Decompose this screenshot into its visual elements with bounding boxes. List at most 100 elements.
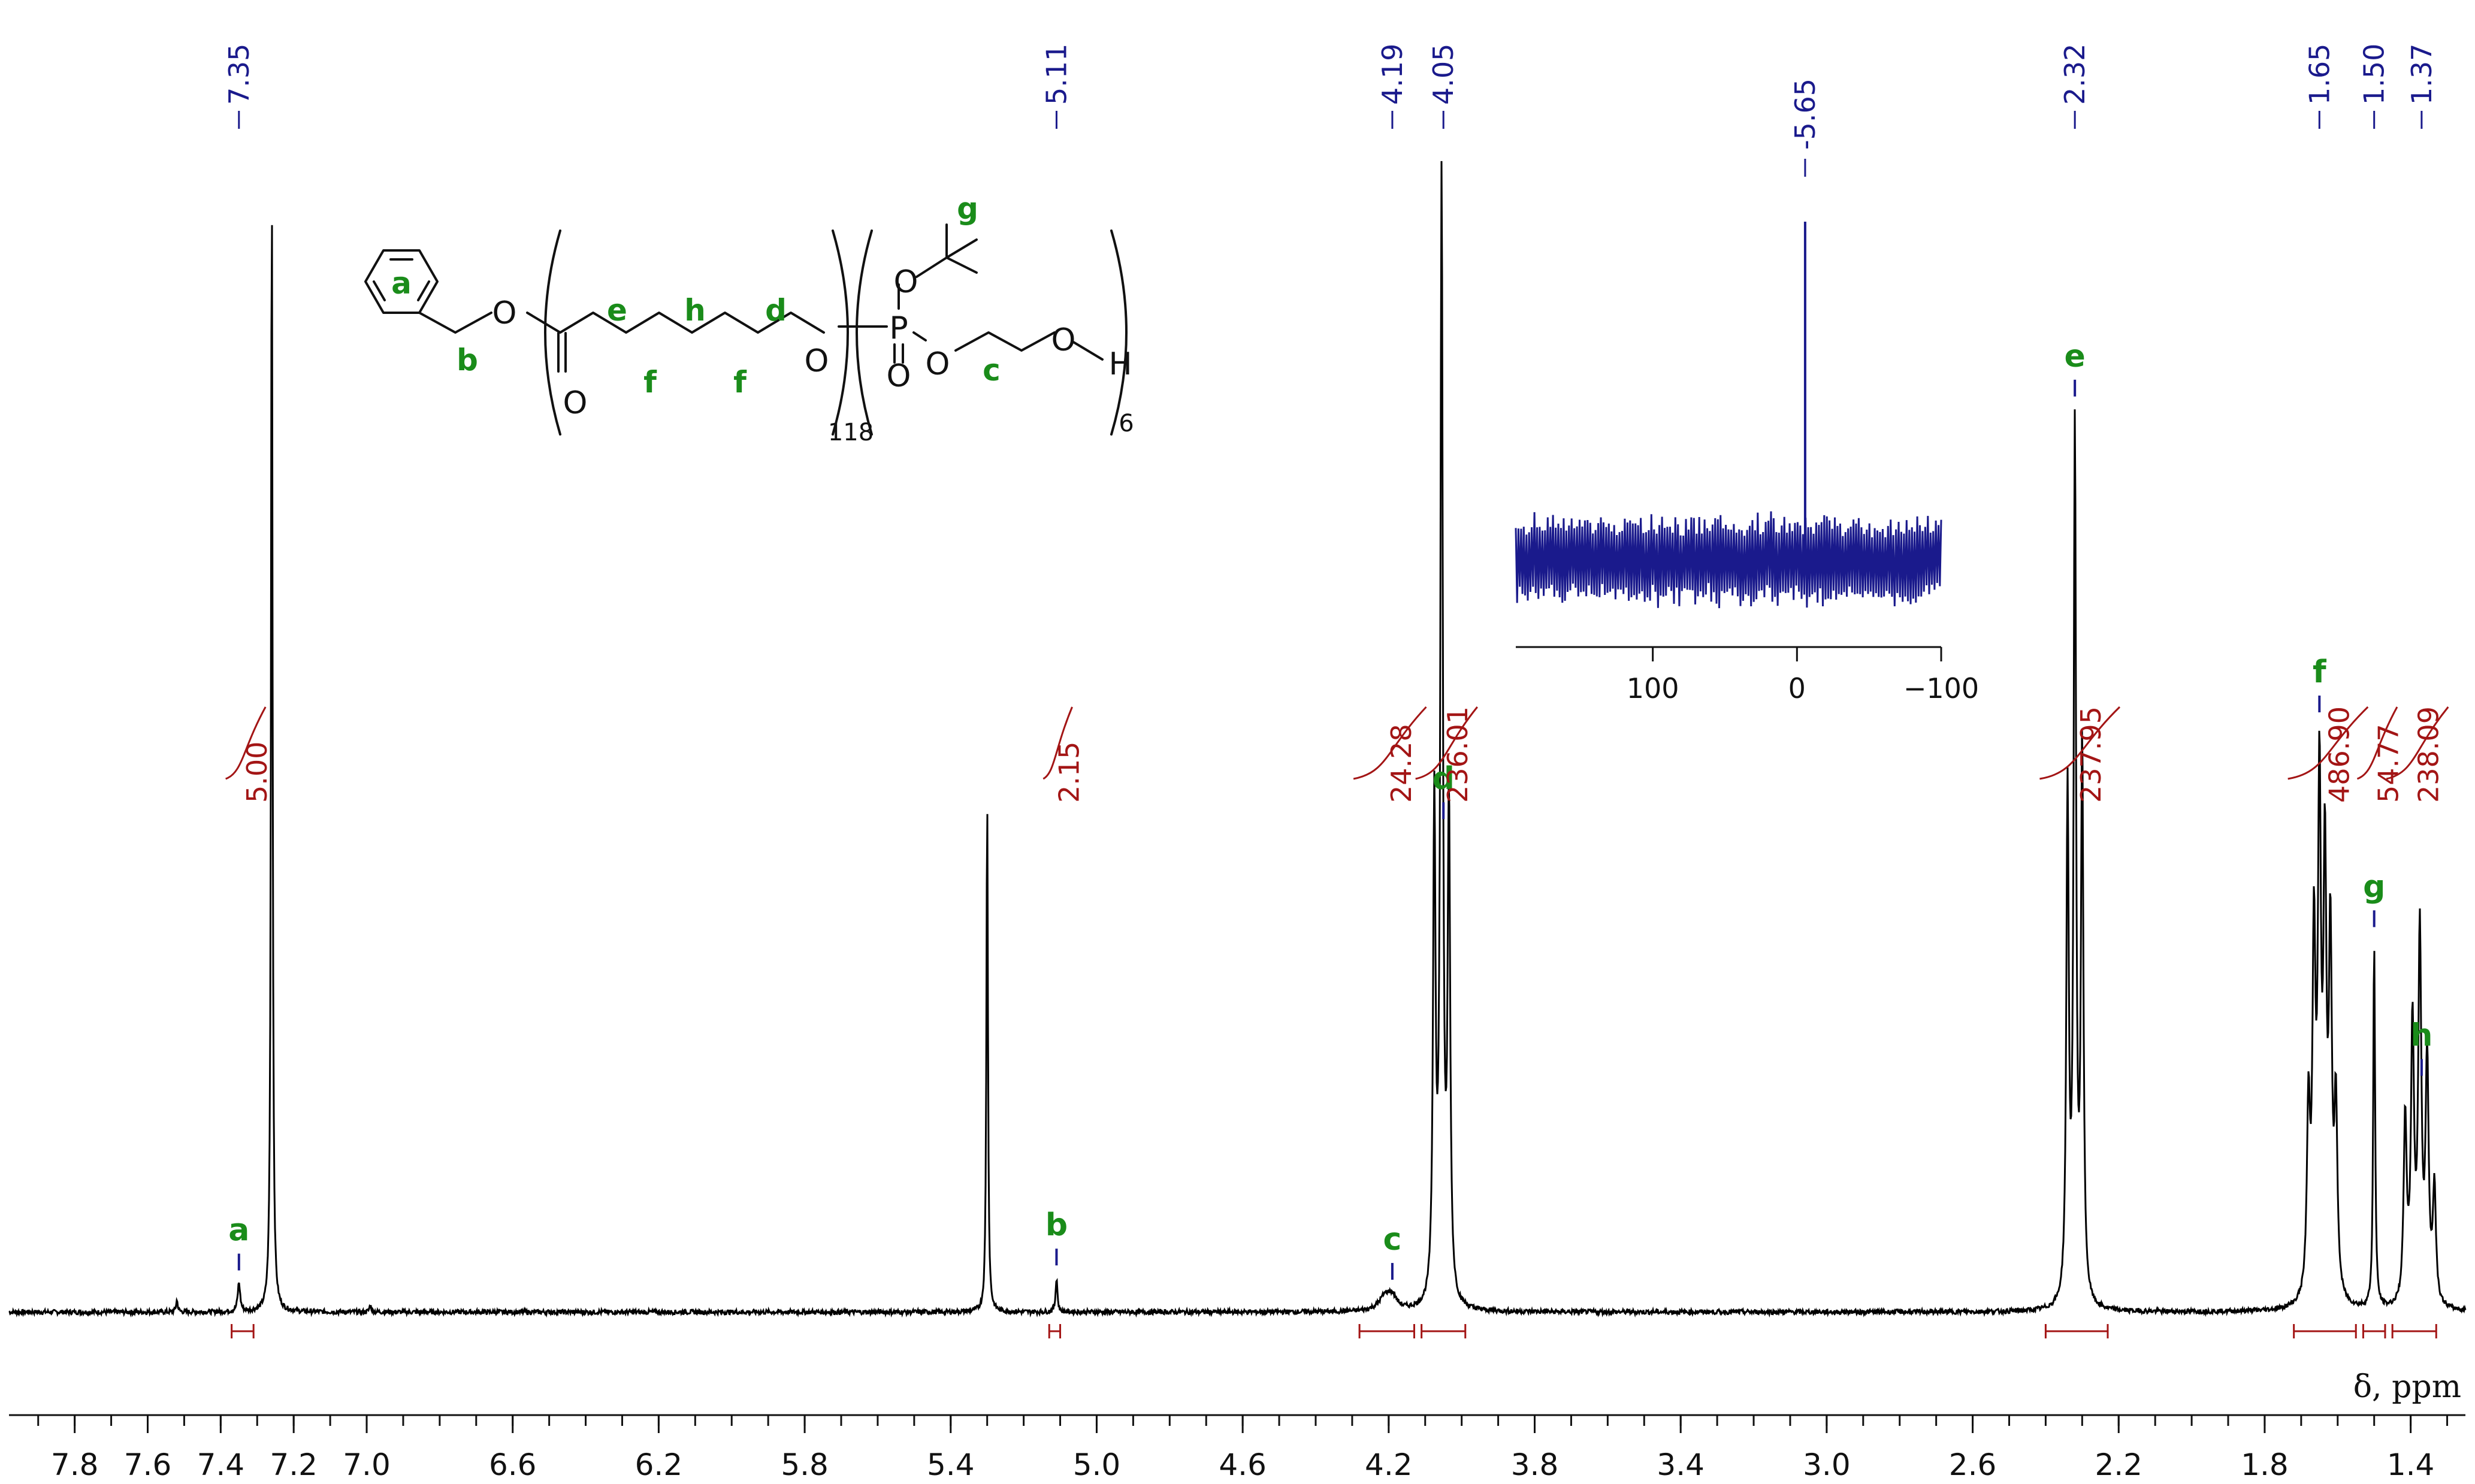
integral-curve [225,706,267,780]
x-axis-ticks: 7.8 7.6 7.4 7.2 7.0 6.6 6.2 5.8 5.4 5.0 4.6 4.2 3.8 3… [51,1415,2434,1482]
structure-atom: O [492,295,517,331]
structure-position-label: e [607,293,627,328]
peak-label: 1.65 [2303,44,2335,105]
structure-atom: O [563,385,588,421]
structure-position-label: f [733,365,747,400]
peak-label: 1.37 [2406,44,2438,105]
inset-noise-trace [1515,511,1942,609]
inset-x-axis-ticks: 100 0 −100 [1627,647,1979,705]
peak-label: 4.05 [1427,44,1459,105]
x-tick-label: 7.4 [197,1447,245,1482]
assignment-label: a [228,1212,249,1248]
integral-bracket [1421,1324,1467,1338]
inset-spectrum: 100 0 −100 -5.65 [1515,78,1979,705]
integral-curve [2356,706,2398,780]
assignment-label: c [1383,1222,1402,1258]
structure-position-label: g [957,191,978,226]
structure-repeat-subscript: 6 [1119,410,1134,437]
integral-value: 238.09 [2413,706,2445,803]
peak-label: 4.19 [1376,44,1409,105]
inset-peak-label: -5.65 [1789,78,1821,177]
chemical-structure [364,223,1128,436]
benzene-inner-bond-2 [417,280,430,301]
x-tick-label: 7.0 [343,1447,391,1482]
integral-bracket [231,1324,255,1338]
structure-atom: O [894,264,918,300]
peak-label: 7.35 [223,44,255,105]
structure-position-label: d [765,293,787,328]
inset-x-tick-label: 0 [1788,672,1806,705]
structure-position-label: f [643,365,657,400]
inset-x-tick-label: 100 [1627,672,1679,705]
x-tick-label: 3.4 [1657,1447,1705,1482]
structure-atom: H [1108,346,1132,382]
spectrum-trace [8,161,2467,1318]
integral-value: 486.90 [2323,706,2355,803]
x-tick-label: 1.4 [2387,1447,2435,1482]
x-tick-label: 5.4 [927,1447,975,1482]
x-tick-label: 5.8 [781,1447,829,1482]
peak-label: 5.11 [1040,44,1072,105]
structure-atom: O [887,358,911,394]
integral-curve [1042,706,1073,780]
peak-label: 1.50 [2358,44,2391,105]
x-tick-label: 2.2 [2095,1447,2142,1482]
inset-peak-value: -5.65 [1789,78,1821,150]
integral-value: 54.77 [2373,724,2405,803]
integral-curve [2287,706,2369,780]
assignment-label: e [2065,338,2086,374]
inset-x-tick-label: −100 [1903,672,1979,705]
integral-curve [1415,706,1478,780]
backbone-caprolactone [526,312,825,334]
x-tick-label: 3.8 [1511,1447,1559,1482]
structure-atom: O [926,346,950,382]
repeat-bracket-left-1 [544,229,561,436]
integral-value: 236.01 [1442,706,1474,803]
structure-position-label: h [684,293,706,328]
assignment-label: b [1045,1207,1068,1243]
structure-atom: O [1051,322,1076,358]
peak-label: 2.32 [2059,44,2091,105]
x-tick-label: 7.8 [51,1447,99,1482]
tbu-group [915,223,978,278]
structure-atom: O [805,343,829,379]
structure-repeat-subscript: 118 [828,419,874,446]
x-tick-label: 6.6 [489,1447,537,1482]
ethylene-chain [954,331,1056,352]
assignment-label: h [2410,1018,2432,1054]
integral-bracket [1358,1324,1415,1338]
integral-value: 2.15 [1053,742,1085,803]
structure-atom: P [889,310,908,346]
structure-position-label: b [457,343,478,377]
peak-labels: 7.35 5.11 4.19 4.05 2.32 1.65 1.50 1.37 [223,44,2438,129]
integral-bracket [1048,1324,1062,1338]
integral-value: 24.28 [1385,724,1418,803]
repeat-bracket-right-2 [1110,229,1128,436]
integral-curve [2039,706,2121,780]
integral-curve [2386,706,2449,780]
integral-bracket [2293,1324,2357,1338]
x-tick-label: 5.0 [1073,1447,1121,1482]
repeat-bracket-right-1 [832,229,849,436]
x-axis-title: δ, ppm [2353,1369,2461,1405]
x-tick-label: 4.6 [1219,1447,1267,1482]
benzene-inner-bond-3 [373,280,386,301]
x-tick-label: 6.2 [635,1447,683,1482]
integral-bracket [2391,1324,2437,1338]
p-to-o-right [912,331,927,341]
x-tick-label: 1.8 [2241,1447,2289,1482]
backbone-left [418,312,492,334]
structure-position-label: a [391,266,412,301]
x-tick-label: 7.2 [270,1447,318,1482]
x-tick-label: 2.6 [1949,1447,1997,1482]
oh-bond [1071,340,1104,361]
integral-value: 237.95 [2075,706,2107,803]
integral-value: 5.00 [241,742,273,803]
integrals: 5.00 2.15 24.28 236.01 237.95 486.90 54.77 238.… [225,706,2449,1338]
structure-position-label: c [983,353,1001,388]
assignment-label: f [2313,654,2327,690]
